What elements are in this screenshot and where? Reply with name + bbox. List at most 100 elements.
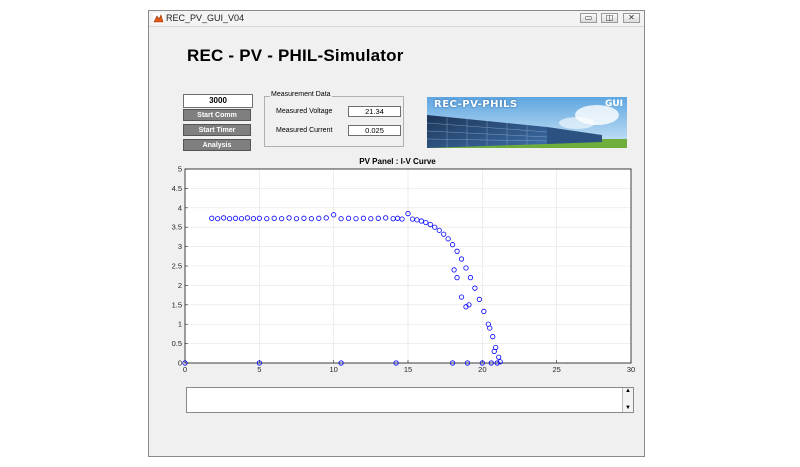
page-title: REC - PV - PHIL-Simulator: [187, 46, 404, 65]
data-point: [221, 215, 227, 221]
x-tick-label: 10: [329, 365, 337, 374]
data-point: [338, 360, 344, 366]
plot-frame: [184, 168, 632, 364]
start-timer-button[interactable]: Start Timer: [183, 124, 251, 136]
data-point: [481, 308, 487, 314]
data-point: [227, 216, 233, 222]
measurement-panel: Measurement Data Measured Voltage 21.34 …: [264, 91, 404, 147]
data-point: [449, 360, 456, 366]
data-point: [215, 216, 221, 222]
y-tick-label: 3.5: [172, 223, 182, 232]
measurement-panel-title: Measurement Data: [270, 91, 332, 98]
data-point: [286, 215, 292, 221]
data-point: [323, 215, 329, 221]
y-tick-label: 1: [178, 320, 182, 329]
data-point: [418, 218, 424, 224]
value-field[interactable]: 3000: [183, 94, 253, 108]
data-point: [496, 354, 502, 360]
minimize-button[interactable]: ▭: [580, 13, 597, 23]
data-point: [467, 275, 474, 281]
chevron-down-icon[interactable]: ▼: [625, 405, 631, 411]
data-point: [490, 334, 496, 340]
x-tick-label: 15: [404, 365, 412, 374]
measured-current-field[interactable]: 0.025: [348, 125, 401, 136]
data-point: [316, 215, 322, 221]
minimize-icon: ▭: [584, 13, 593, 22]
window-title: REC_PV_GUI_V04: [166, 13, 245, 23]
data-point: [360, 215, 366, 221]
data-point: [182, 360, 188, 366]
data-point: [432, 224, 438, 230]
data-point: [405, 211, 411, 217]
data-point: [271, 215, 277, 221]
y-tick-label: 4.5: [172, 184, 182, 193]
x-tick-label: 25: [552, 365, 560, 374]
y-tick-label: 0.5: [172, 339, 182, 348]
y-tick-label: 3: [178, 242, 182, 251]
data-point: [308, 216, 314, 222]
data-point: [445, 236, 451, 242]
data-point: [454, 248, 460, 254]
measured-voltage-label: Measured Voltage: [276, 108, 333, 115]
iv-curve-chart: 0 5 10 15 20 25 30 0 0.5 1 1.5 2 2.5 3 3.5 4 4.5 5: [172, 165, 636, 375]
data-point: [466, 302, 472, 308]
maximize-button[interactable]: ◫: [601, 13, 618, 23]
y-tick-label: 5: [178, 165, 182, 174]
data-point: [293, 216, 300, 222]
data-point: [494, 360, 500, 366]
close-icon: ✕: [628, 13, 635, 22]
data-point: [264, 216, 270, 222]
data-point: [488, 360, 494, 366]
chart-title: PV Panel : I-V Curve: [359, 157, 436, 166]
data-point: [491, 348, 497, 354]
solar-panel-image: [427, 97, 627, 148]
data-point: [331, 212, 337, 218]
data-point: [487, 325, 493, 331]
data-point: [232, 215, 239, 221]
message-scrollbar[interactable]: ▲ ▼: [622, 388, 633, 412]
data-point: [393, 360, 399, 366]
start-comm-button[interactable]: Start Comm: [183, 109, 251, 121]
close-button[interactable]: ✕: [623, 13, 640, 23]
measured-current-label: Measured Current: [276, 127, 333, 134]
data-point: [399, 216, 405, 222]
x-tick-label: 5: [257, 365, 261, 374]
data-point: [256, 360, 262, 366]
data-point: [338, 216, 344, 222]
data-point: [423, 219, 429, 226]
data-point: [451, 267, 457, 273]
data-point: [464, 360, 471, 366]
data-point: [458, 256, 465, 262]
banner-gui-label: GUI: [604, 99, 623, 109]
data-point: [368, 216, 374, 222]
data-point: [449, 242, 456, 248]
data-point: [458, 294, 465, 300]
chevron-up-icon[interactable]: ▲: [625, 388, 631, 394]
maximize-icon: ◫: [605, 13, 614, 22]
app-window: REC_PV_GUI_V04 ▭ ◫ ✕ REC - PV - PHIL-Sim…: [148, 10, 645, 457]
data-point: [375, 215, 381, 221]
x-tick-label: 30: [627, 365, 635, 374]
measured-voltage-field[interactable]: 21.34: [348, 106, 401, 117]
data-point: [454, 275, 460, 281]
data-point: [353, 216, 359, 222]
analysis-button[interactable]: Analysis: [183, 139, 251, 151]
banner-title: REC-PV-PHILS: [434, 99, 518, 110]
data-point: [436, 227, 442, 233]
data-point: [383, 215, 389, 221]
title-bar[interactable]: REC_PV_GUI_V04 ▭ ◫ ✕: [149, 11, 644, 27]
data-point: [463, 265, 469, 271]
data-point: [256, 215, 262, 221]
data-point: [497, 359, 503, 365]
data-point: [479, 360, 485, 366]
data-point: [427, 221, 433, 228]
data-point: [244, 215, 251, 221]
data-point: [279, 216, 285, 222]
data-point: [238, 216, 245, 222]
solar-panel-banner: REC-PV-PHILS GUI: [427, 97, 627, 148]
data-point: [345, 215, 352, 221]
message-box[interactable]: ▲ ▼: [186, 387, 634, 413]
matlab-app-icon: [153, 13, 164, 24]
y-tick-label: 1.5: [172, 300, 182, 309]
x-tick-label: 0: [183, 365, 187, 374]
